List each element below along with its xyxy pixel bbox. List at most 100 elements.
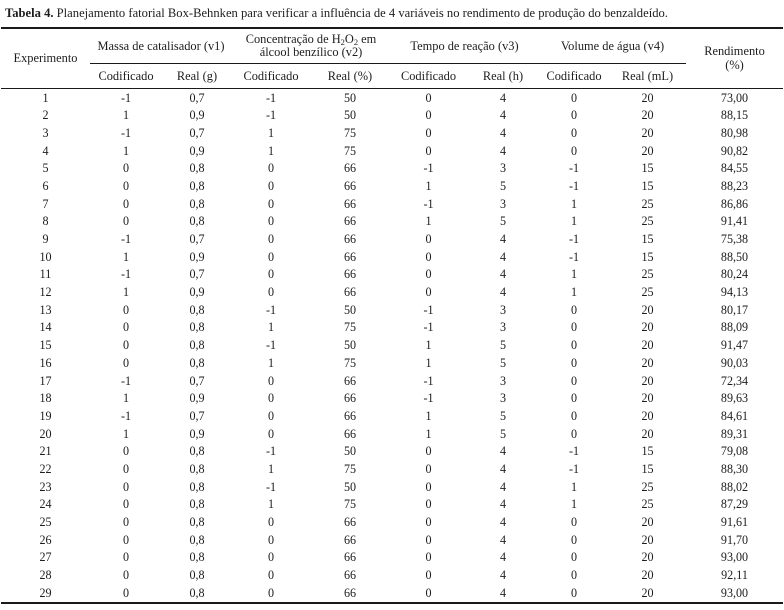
- cell: 5: [499, 214, 507, 229]
- cell: 13: [39, 302, 52, 317]
- h2o2-text-suffix: em: [358, 31, 377, 46]
- cell: 0: [425, 125, 432, 140]
- cell: 1: [570, 214, 578, 229]
- cell: 66: [343, 408, 357, 423]
- cell: 0: [267, 267, 275, 282]
- cell: 1: [425, 355, 432, 370]
- cell: 4: [499, 532, 507, 547]
- table-row: 12 1 0,9 0 66 0 4 1 25 94,13: [1, 284, 783, 302]
- cell: -1: [120, 125, 132, 140]
- cell: 0: [425, 515, 432, 530]
- cell: 0: [122, 302, 130, 317]
- cell: 0,8: [189, 461, 205, 476]
- col-group-tempo-reacao: Tempo de reação (v3): [390, 28, 539, 65]
- cell: 0: [425, 532, 432, 547]
- h2o2-text-prefix: Concentração de H: [245, 31, 341, 46]
- cell: 0: [570, 515, 578, 530]
- cell: 15: [641, 249, 654, 264]
- cell: 4: [499, 108, 507, 123]
- cell: 73,00: [720, 90, 749, 105]
- cell: 0: [570, 108, 578, 123]
- cell: 20: [641, 143, 654, 158]
- cell: 0: [122, 196, 130, 211]
- cell: 0,8: [189, 532, 205, 547]
- cell: 66: [343, 550, 357, 565]
- cell: 1: [570, 497, 578, 512]
- cell: 5: [499, 355, 507, 370]
- cell: 0,8: [189, 479, 205, 494]
- cell: 0: [267, 408, 275, 423]
- cell: 87,29: [720, 497, 749, 512]
- cell: -1: [120, 90, 132, 105]
- cell: 20: [641, 90, 654, 105]
- cell: 4: [499, 444, 507, 459]
- cell: 4: [499, 232, 507, 247]
- cell: 0: [122, 444, 130, 459]
- cell: 84,55: [720, 161, 749, 176]
- cell: 0: [267, 232, 275, 247]
- cell: -1: [120, 373, 132, 388]
- cell: -1: [568, 461, 580, 476]
- cell: 0: [122, 161, 130, 176]
- cell: 0: [122, 497, 130, 512]
- cell: 26: [39, 532, 52, 547]
- cell: 1: [122, 426, 130, 441]
- cell: 20: [641, 585, 654, 600]
- cell: 80,24: [720, 267, 749, 282]
- rendimento-line1: Rendimento: [704, 44, 765, 59]
- cell: 84,61: [720, 408, 749, 423]
- cell: 88,09: [720, 320, 749, 335]
- cell: 0: [570, 373, 578, 388]
- cell: 0: [570, 391, 578, 406]
- cell: 20: [641, 391, 654, 406]
- cell: 6: [42, 178, 49, 193]
- cell: 20: [641, 408, 654, 423]
- cell: 1: [570, 196, 578, 211]
- cell: 0: [122, 479, 130, 494]
- cell: 20: [641, 338, 654, 353]
- cell: -1: [265, 302, 277, 317]
- cell: 91,70: [720, 532, 749, 547]
- cell: 1: [122, 108, 130, 123]
- cell: 0: [267, 373, 275, 388]
- cell: 91,61: [720, 515, 749, 530]
- cell: 4: [499, 550, 507, 565]
- cell: 93,00: [720, 550, 749, 565]
- cell: 66: [343, 532, 357, 547]
- table-row: 6 0 0,8 0 66 1 5 -1 15 88,23: [1, 178, 783, 196]
- cell: -1: [423, 373, 434, 388]
- cell: 0,8: [189, 320, 205, 335]
- cell: 79,08: [720, 444, 749, 459]
- cell: 0: [570, 408, 578, 423]
- cell: 94,13: [720, 285, 749, 300]
- cell: 0,8: [189, 196, 205, 211]
- cell: 0: [425, 285, 432, 300]
- col-header-rendimento: Rendimento (%): [686, 28, 783, 90]
- cell: 1: [267, 320, 275, 335]
- cell: 4: [499, 497, 507, 512]
- cell: 0: [122, 568, 130, 583]
- cell: 15: [641, 461, 654, 476]
- cell: 19: [39, 408, 52, 423]
- cell: 0: [570, 320, 578, 335]
- cell: 0: [425, 568, 432, 583]
- subcol-v3-real: Real (h): [467, 63, 539, 90]
- cell: 3: [499, 161, 507, 176]
- cell: 0: [425, 143, 432, 158]
- cell: 23: [39, 479, 52, 494]
- cell: -1: [568, 161, 580, 176]
- cell: 7: [42, 196, 49, 211]
- cell: 0: [122, 178, 130, 193]
- cell: 0: [267, 196, 275, 211]
- cell: 0: [267, 550, 275, 565]
- h2o2-header-line2: álcool benzílico (v2): [259, 45, 363, 60]
- cell: 66: [343, 267, 357, 282]
- table-row: 29 0 0,8 0 66 0 4 0 20 93,00: [1, 585, 783, 604]
- table-row: 1 -1 0,7 -1 50 0 4 0 20 73,00: [1, 89, 783, 107]
- cell: 0: [122, 338, 130, 353]
- cell: 0: [267, 532, 275, 547]
- cell: 0: [267, 214, 275, 229]
- table-row: 9 -1 0,7 0 66 0 4 -1 15 75,38: [1, 231, 783, 249]
- subcol-v4-real: Real (mL): [609, 63, 686, 90]
